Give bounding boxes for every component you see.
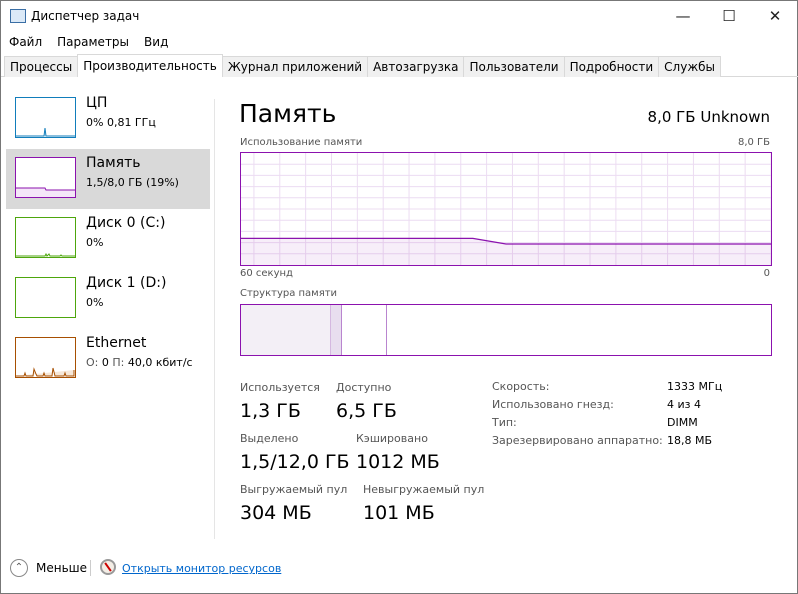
stat-value: 101 МБ (363, 502, 435, 524)
stat-value: 6,5 ГБ (336, 400, 397, 422)
usage-area (241, 238, 771, 265)
stat-label: Используется (240, 381, 320, 394)
spec-value: 1333 МГц (667, 380, 723, 393)
cpu-thumbnail-graph (15, 97, 76, 138)
stat-label: Доступно (336, 381, 392, 394)
sidebar-item-value: 0% 0,81 ГГц (86, 116, 156, 129)
tab-users[interactable]: Пользователи (463, 56, 565, 77)
usage-max-label: 8,0 ГБ (737, 137, 770, 148)
tab-bar: Процессы Производительность Журнал прило… (1, 54, 798, 77)
stat-value: 304 МБ (240, 502, 312, 524)
usage-line (241, 237, 771, 245)
sidebar-item-value: 1,5/8,0 ГБ (19%) (86, 176, 179, 189)
footer-divider (90, 560, 91, 576)
spec-value: 18,8 МБ (667, 434, 713, 447)
disk0-thumbnail-graph (15, 217, 76, 258)
menu-view[interactable]: Вид (144, 35, 169, 49)
memory-structure-bar (240, 304, 772, 356)
window-title: Диспетчер задач (31, 9, 140, 23)
close-button[interactable]: ✕ (768, 7, 782, 25)
page-title: Память (239, 99, 337, 128)
menu-file[interactable]: Файл (9, 35, 43, 49)
menu-options[interactable]: Параметры (57, 35, 130, 49)
structure-modified[interactable] (331, 305, 342, 355)
panel-divider[interactable] (214, 99, 215, 539)
stat-label: Выгружаемый пул (240, 483, 348, 496)
sidebar-item-label: Диск 1 (D:) (86, 275, 167, 291)
sidebar-item-ethernet[interactable]: Ethernet О: 0 П: 40,0 кбит/с (6, 329, 210, 389)
structure-label: Структура памяти (240, 288, 338, 299)
maximize-button[interactable]: ☐ (722, 7, 736, 25)
open-resource-monitor-link[interactable]: Открыть монитор ресурсов (122, 562, 282, 575)
minimize-button[interactable]: — (675, 7, 691, 25)
memory-usage-graph (240, 152, 772, 266)
tab-startup[interactable]: Автозагрузка (367, 56, 465, 77)
menu-bar: Файл Параметры Вид (1, 33, 175, 53)
stat-value: 1,5/12,0 ГБ (240, 451, 350, 473)
tab-performance[interactable]: Производительность (77, 54, 223, 77)
ethernet-thumbnail-graph (15, 337, 76, 378)
sidebar-item-label: Ethernet (86, 335, 147, 351)
structure-standby[interactable] (341, 305, 387, 355)
resource-monitor-icon (100, 559, 116, 575)
sidebar-item-label: ЦП (86, 95, 108, 111)
stat-label: Невыгружаемый пул (363, 483, 485, 496)
sidebar-item-label: Память (86, 155, 141, 171)
sidebar-item-memory[interactable]: Память 1,5/8,0 ГБ (19%) (6, 149, 210, 209)
memory-thumbnail-graph (15, 157, 76, 198)
spec-value: 4 из 4 (667, 398, 701, 411)
tab-services[interactable]: Службы (658, 56, 722, 77)
structure-free[interactable] (386, 305, 771, 355)
sidebar-item-value: О: 0 П: 40,0 кбит/с (86, 356, 193, 369)
title-bar: Диспетчер задач — ☐ ✕ (1, 1, 798, 33)
memory-total: 8,0 ГБ Unknown (647, 108, 770, 126)
tab-app-history[interactable]: Журнал приложений (221, 56, 369, 77)
spec-value: DIMM (667, 416, 698, 429)
usage-label: Использование памяти (240, 137, 363, 148)
time-left-label: 60 секунд (240, 268, 293, 279)
chevron-up-icon[interactable]: ⌃ (10, 559, 28, 577)
time-right-label: 0 (763, 268, 770, 279)
sidebar-item-disk1[interactable]: Диск 1 (D:) 0% (6, 269, 210, 329)
structure-in-use[interactable] (241, 305, 332, 355)
stat-label: Выделено (240, 432, 299, 445)
disk1-thumbnail-graph (15, 277, 76, 318)
spec-key: Использовано гнезд: (492, 398, 614, 411)
fewer-details-button[interactable]: Меньше (36, 561, 88, 575)
stat-label: Кэшировано (356, 432, 428, 445)
spec-key: Скорость: (492, 380, 550, 393)
sidebar-item-cpu[interactable]: ЦП 0% 0,81 ГГц (6, 89, 210, 149)
task-manager-icon (10, 9, 26, 23)
sidebar-item-label: Диск 0 (C:) (86, 215, 166, 231)
tab-processes[interactable]: Процессы (4, 56, 79, 77)
stat-value: 1,3 ГБ (240, 400, 301, 422)
spec-key: Зарезервировано аппаратно: (492, 434, 663, 447)
stat-value: 1012 МБ (356, 451, 440, 473)
spec-key: Тип: (492, 416, 517, 429)
tab-details[interactable]: Подробности (563, 56, 660, 77)
sidebar-item-disk0[interactable]: Диск 0 (C:) 0% (6, 209, 210, 269)
sidebar-item-value: 0% (86, 236, 104, 249)
sidebar-item-value: 0% (86, 296, 104, 309)
